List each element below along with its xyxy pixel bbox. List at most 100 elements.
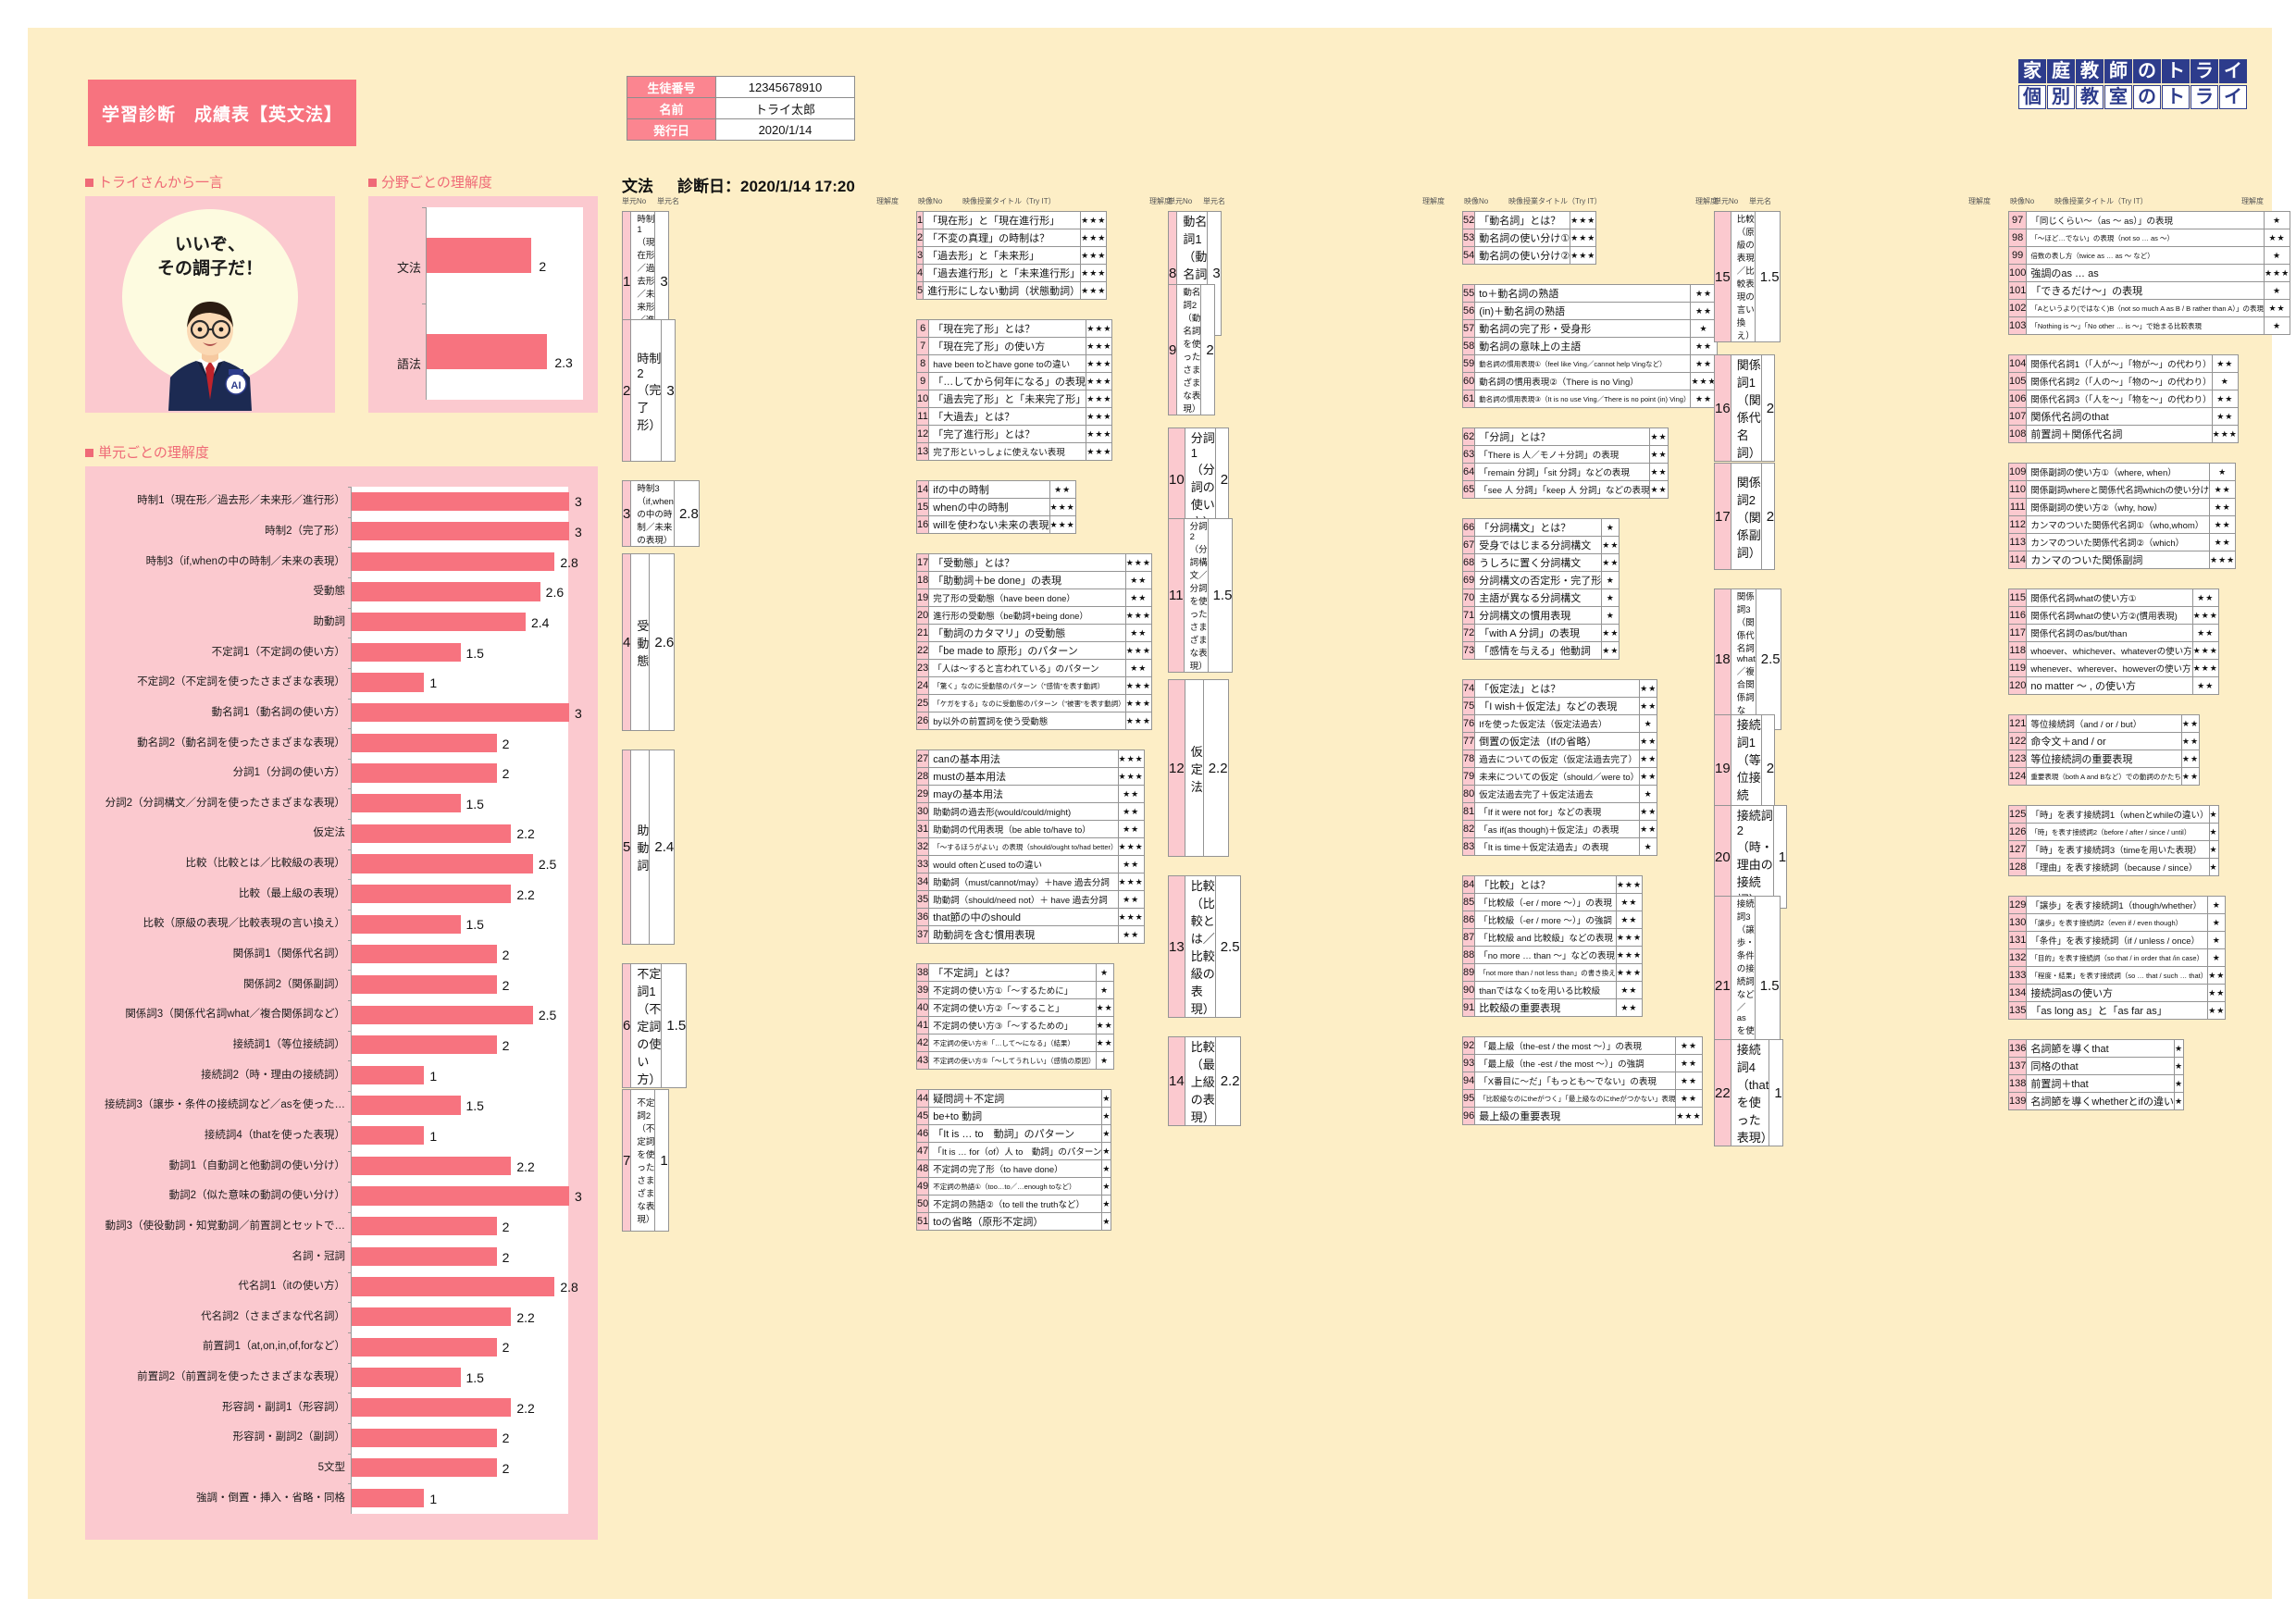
- video-title-cell[interactable]: 不定詞の熟語①（too…to／…enough toなど）: [928, 1177, 1103, 1196]
- video-title-cell[interactable]: 関係代名詞1（「人が〜」「物が〜」の代わり）: [2026, 354, 2213, 373]
- video-title-cell[interactable]: 倍数の表し方（twice as … as 〜 など）: [2026, 246, 2265, 265]
- video-title-cell[interactable]: 「最上級（the -est / the most 〜）」の強調: [1474, 1054, 1677, 1072]
- video-title-cell[interactable]: 関係副詞の使い方②（why, how）: [2026, 498, 2211, 516]
- video-title-cell[interactable]: mayの基本用法: [928, 785, 1119, 803]
- video-title-cell[interactable]: 「no more … than 〜」などの表現: [1474, 946, 1617, 964]
- video-title-cell[interactable]: 主語が異なる分詞構文: [1474, 588, 1603, 607]
- video-title-cell[interactable]: 「ケガをする」なのに受動態のパターン（"被害"を表す動詞）: [928, 694, 1126, 712]
- video-title-cell[interactable]: 「現在完了形」とは？: [928, 319, 1087, 338]
- video-title-cell[interactable]: 未来についての仮定（should／were to）: [1474, 767, 1641, 786]
- video-title-cell[interactable]: 動名詞の使い分け①: [1474, 229, 1571, 247]
- video-title-cell[interactable]: 「I wish＋仮定法」などの表現: [1474, 697, 1641, 715]
- video-title-cell[interactable]: 命令文＋and / or: [2026, 732, 2182, 750]
- video-title-cell[interactable]: 「条件」を表す接続詞（if / unless / once）: [2026, 931, 2209, 949]
- video-title-cell[interactable]: 動名詞の慣用表現②（There is no Ving）: [1474, 372, 1692, 390]
- video-title-cell[interactable]: 分詞構文の否定形・完了形: [1474, 571, 1603, 589]
- video-title-cell[interactable]: 関係副詞whereと関係代名詞whichの使い分け: [2026, 480, 2211, 499]
- video-title-cell[interactable]: thanではなくtoを用いる比較級: [1474, 981, 1617, 999]
- video-title-cell[interactable]: 「as long as」と「as far as」: [2026, 1001, 2209, 1020]
- video-title-cell[interactable]: 「比較級（-er / more 〜）」の強調: [1474, 911, 1617, 929]
- video-title-cell[interactable]: 「最上級（the-est / the most 〜）」の表現: [1474, 1036, 1677, 1055]
- video-title-cell[interactable]: 「譲歩」を表す接続詞1（though/whether）: [2026, 896, 2209, 914]
- video-title-cell[interactable]: 最上級の重要表現: [1474, 1107, 1677, 1125]
- video-title-cell[interactable]: 「比較」とは？: [1474, 875, 1617, 894]
- video-title-cell[interactable]: 「完了進行形」とは？: [928, 425, 1087, 443]
- video-title-cell[interactable]: 「理由」を表す接続詞（because / since）: [2026, 858, 2210, 876]
- video-title-cell[interactable]: 強調のas … as: [2026, 264, 2265, 282]
- video-title-cell[interactable]: 不定詞の使い方③「〜するための」: [928, 1016, 1097, 1035]
- video-title-cell[interactable]: 「過去形」と「未来形」: [923, 246, 1082, 265]
- video-title-cell[interactable]: whenの中の時制: [928, 498, 1050, 516]
- video-title-cell[interactable]: canの基本用法: [928, 750, 1119, 768]
- video-title-cell[interactable]: 「with A 分詞」の表現: [1474, 624, 1603, 642]
- video-title-cell[interactable]: 不定詞の熟語②（to tell the truthなど）: [928, 1195, 1103, 1213]
- video-title-cell[interactable]: to＋動名詞の熟語: [1474, 284, 1692, 303]
- video-title-cell[interactable]: 等位接続詞の重要表現: [2026, 750, 2182, 768]
- video-title-cell[interactable]: 「助動詞＋be done」の表現: [928, 571, 1126, 589]
- video-title-cell[interactable]: 「be made to 原形」のパターン: [928, 641, 1126, 660]
- video-title-cell[interactable]: 「感情を与える」他動詞: [1474, 641, 1603, 660]
- video-title-cell[interactable]: 「時」を表す接続詞1（whenとwhileの違い）: [2026, 805, 2210, 824]
- video-title-cell[interactable]: 「現在形」と「現在進行形」: [923, 211, 1082, 229]
- video-title-cell[interactable]: 受身ではじまる分詞構文: [1474, 536, 1603, 554]
- video-title-cell[interactable]: カンマのついた関係代名詞②（which）: [2026, 533, 2211, 551]
- video-title-cell[interactable]: 「分詞構文」とは？: [1474, 518, 1603, 537]
- video-title-cell[interactable]: 進行形にしない動詞（状態動詞）: [923, 281, 1082, 300]
- video-title-cell[interactable]: 完了形といっしょに使えない表現: [928, 442, 1087, 461]
- video-title-cell[interactable]: 「程度・結果」を表す接続詞（so … that / such … that）: [2026, 966, 2209, 985]
- video-title-cell[interactable]: 不定詞の使い方⑤「〜してうれしい」（感情の原因）: [928, 1051, 1097, 1070]
- video-title-cell[interactable]: 過去についての仮定（仮定法過去完了）: [1474, 750, 1641, 768]
- video-title-cell[interactable]: 「譲歩」を表す接続詞2（even if / even though）: [2026, 913, 2209, 932]
- video-title-cell[interactable]: 「比較級 and 比較級」などの表現: [1474, 928, 1617, 947]
- video-title-cell[interactable]: 「X番目に〜だ」「もっとも〜でない」の表現: [1474, 1072, 1677, 1090]
- video-title-cell[interactable]: 「比較級（-er / more 〜）」の表現: [1474, 893, 1617, 911]
- video-title-cell[interactable]: 動名詞の使い分け②: [1474, 246, 1571, 265]
- video-title-cell[interactable]: 「see 人 分詞」「keep 人 分詞」などの表現: [1474, 480, 1651, 499]
- video-title-cell[interactable]: 「It is … for（of）人 to 動詞」のパターン: [928, 1142, 1103, 1160]
- video-title-cell[interactable]: 分詞構文の慣用表現: [1474, 606, 1603, 625]
- video-title-cell[interactable]: 「as if(as though)＋仮定法」の表現: [1474, 820, 1641, 838]
- video-title-cell[interactable]: 「…してから何年になる」の表現: [928, 372, 1087, 390]
- video-title-cell[interactable]: 関係代名詞のas/but/than: [2026, 624, 2193, 642]
- video-title-cell[interactable]: 関係代名詞whatの使い方②(慣用表現): [2026, 606, 2193, 625]
- video-title-cell[interactable]: 進行形の受動態（be動詞+being done）: [928, 606, 1126, 625]
- video-title-cell[interactable]: ifの中の時制: [928, 480, 1050, 499]
- video-title-cell[interactable]: by以外の前置詞を使う受動態: [928, 712, 1126, 730]
- video-title-cell[interactable]: Ifを使った仮定法（仮定法過去）: [1474, 714, 1641, 733]
- video-title-cell[interactable]: 倒置の仮定法（Ifの省略）: [1474, 732, 1641, 750]
- video-title-cell[interactable]: 関係代名詞whatの使い方①: [2026, 588, 2193, 607]
- video-title-cell[interactable]: 「過去進行形」と「未来進行形」: [923, 264, 1082, 282]
- video-title-cell[interactable]: 不定詞の使い方④「…して〜になる」（結果）: [928, 1034, 1097, 1052]
- video-title-cell[interactable]: 「不変の真理」の時制は？: [923, 229, 1082, 247]
- video-title-cell[interactable]: 「できるだけ〜」の表現: [2026, 281, 2265, 300]
- video-title-cell[interactable]: カンマのついた関係副詞: [2026, 551, 2211, 569]
- video-title-cell[interactable]: 「〜ほど…でない」の表現（not so … as 〜）: [2026, 229, 2265, 247]
- video-title-cell[interactable]: 「大過去」とは？: [928, 407, 1087, 426]
- video-title-cell[interactable]: 関係代名詞3（「人を〜」「物を〜」の代わり）: [2026, 390, 2213, 408]
- video-title-cell[interactable]: 「分詞」とは？: [1474, 427, 1651, 446]
- video-title-cell[interactable]: would oftenとused toの違い: [928, 855, 1119, 873]
- video-title-cell[interactable]: 重要表現（both A and Bなど）での動詞のかたち: [2026, 767, 2182, 786]
- video-title-cell[interactable]: 「受動態」とは？: [928, 553, 1126, 572]
- video-title-cell[interactable]: 助動詞（must/cannot/may）＋have 過去分詞: [928, 873, 1119, 891]
- video-title-cell[interactable]: 助動詞を含む慣用表現: [928, 925, 1119, 944]
- video-title-cell[interactable]: 助動詞の代用表現（be able to/have to）: [928, 820, 1119, 838]
- video-title-cell[interactable]: 前置詞＋関係代名詞: [2026, 425, 2213, 443]
- video-title-cell[interactable]: 動名詞の慣用表現③（It is no use Ving／There is no …: [1474, 390, 1692, 408]
- video-title-cell[interactable]: 疑問詞＋不定詞: [928, 1089, 1103, 1108]
- video-title-cell[interactable]: うしろに置く分詞構文: [1474, 553, 1603, 572]
- video-title-cell[interactable]: 前置詞＋that: [2026, 1074, 2175, 1093]
- video-title-cell[interactable]: 「驚く」なのに受動態のパターン（"感情"を表す動詞）: [928, 676, 1126, 695]
- video-title-cell[interactable]: 「過去完了形」と「未来完了形」: [928, 390, 1087, 408]
- video-title-cell[interactable]: 「比較級なのにtheがつく」「最上級なのにtheがつかない」表現: [1474, 1089, 1677, 1108]
- video-title-cell[interactable]: whoever、whichever、whateverの使い方: [2026, 641, 2193, 660]
- video-title-cell[interactable]: 「not more than / not less than」の書き換え: [1474, 963, 1617, 982]
- video-title-cell[interactable]: that節の中のshould: [928, 908, 1119, 926]
- video-title-cell[interactable]: 「同じくらい〜（as 〜 as）」の表現: [2026, 211, 2265, 229]
- video-title-cell[interactable]: mustの基本用法: [928, 767, 1119, 786]
- video-title-cell[interactable]: 「〜するほうがよい」の表現（should/ought to/had better…: [928, 837, 1119, 856]
- video-title-cell[interactable]: 不定詞の使い方②「〜すること」: [928, 998, 1097, 1017]
- video-title-cell[interactable]: 「仮定法」とは？: [1474, 679, 1641, 698]
- video-title-cell[interactable]: 「人は〜すると言われている」のパターン: [928, 659, 1126, 677]
- video-title-cell[interactable]: 「時」を表す接続詞3（timeを用いた表現）: [2026, 840, 2210, 859]
